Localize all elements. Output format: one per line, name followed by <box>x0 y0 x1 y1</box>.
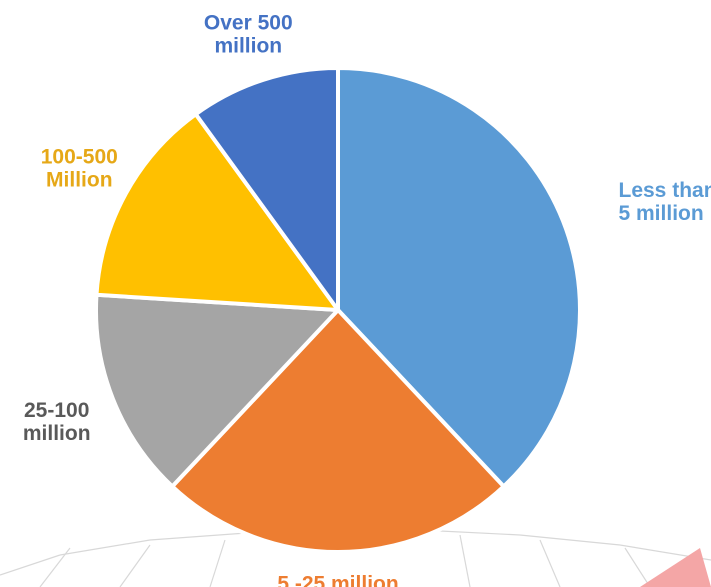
slice-label: 100-500 Million <box>41 145 118 191</box>
slice-label: Over 500 million <box>204 11 293 57</box>
decor-grid-line <box>539 539 561 587</box>
pie-slices <box>94 66 582 554</box>
decor-red-arrow <box>640 548 711 587</box>
decor-grid-line <box>0 554 61 576</box>
slice-label-line: 5 million <box>619 202 704 225</box>
pie-slice <box>94 112 340 312</box>
background-grid-decoration <box>0 529 711 587</box>
slice-label-line: 25-100 <box>24 399 89 422</box>
slice-label-line: Less than <box>619 179 711 202</box>
decor-grid-line <box>519 534 621 546</box>
slice-label-line: Million <box>46 168 113 191</box>
decor-grid-line <box>459 534 471 587</box>
slice-label-line: 5 -25 million <box>277 573 398 587</box>
pie-slice <box>336 66 582 489</box>
slice-label-line: million <box>23 422 91 445</box>
decor-grid-line <box>59 539 151 556</box>
pie-slice <box>193 66 340 312</box>
slice-label-line: Over 500 <box>204 11 293 34</box>
decor-grid-line <box>39 547 71 587</box>
slice-label: Less than 5 million <box>619 179 711 225</box>
pie-slice <box>170 308 506 554</box>
decor-grid-line <box>209 539 226 587</box>
slice-label-line: million <box>214 34 282 57</box>
pie-slice <box>94 292 340 489</box>
slice-label: 5 -25 million <box>277 573 398 587</box>
slice-label-line: 100-500 <box>41 145 118 168</box>
slice-label: 25-100 million <box>23 399 91 445</box>
decor-grid-line <box>119 544 151 587</box>
decor-grid-line <box>624 547 651 587</box>
